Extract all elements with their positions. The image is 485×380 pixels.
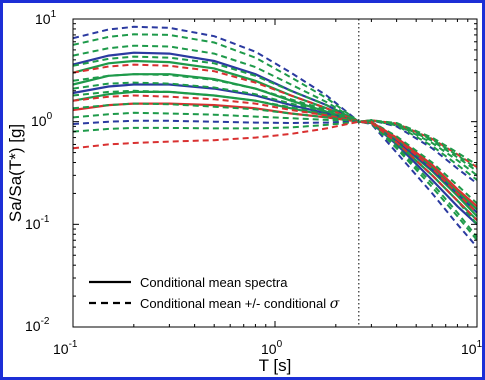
x-tick-label: 100 xyxy=(261,339,283,357)
sigma-spectrum-line-6 xyxy=(72,25,478,185)
legend-label-sigma-text: Conditional mean +/- conditional xyxy=(140,296,330,311)
series-layer xyxy=(72,25,478,248)
mean-spectrum-line-4 xyxy=(72,90,478,211)
y-tick-base: 10 xyxy=(35,11,51,27)
sigma-spectrum-line-19 xyxy=(72,120,478,221)
sigma-spectrum-line-8 xyxy=(72,44,478,177)
x-tick-label: 101 xyxy=(461,339,482,357)
y-tick-label: 101 xyxy=(35,9,57,27)
y-tick-exponent: 0 xyxy=(47,111,53,122)
sigma-spectrum-line-17 xyxy=(72,119,478,248)
svg-text:10-1: 10-1 xyxy=(25,214,50,232)
svg-text:10-2: 10-2 xyxy=(25,316,50,334)
x-axis-label: T [s] xyxy=(259,356,292,375)
y-tick-base: 10 xyxy=(25,216,41,232)
x-tick-base: 10 xyxy=(461,341,477,357)
x-tick-exponent: 0 xyxy=(277,339,283,350)
y-tick-exponent: -2 xyxy=(41,316,50,327)
sigma-spectrum-line-11 xyxy=(72,73,478,166)
legend-label-mean: Conditional mean spectra xyxy=(140,275,288,290)
svg-text:101: 101 xyxy=(35,9,57,27)
sigma-spectrum-line-18 xyxy=(72,120,478,241)
tick-layer xyxy=(73,19,477,327)
x-tick-base: 10 xyxy=(53,341,69,357)
svg-text:10-1: 10-1 xyxy=(53,339,78,357)
sigma-spectrum-line-7 xyxy=(72,33,478,181)
x-tick-label: 10-1 xyxy=(53,339,78,357)
x-tick-exponent: 1 xyxy=(477,339,482,350)
svg-text:100: 100 xyxy=(261,339,283,357)
plot-area xyxy=(73,19,477,327)
y-tick-base: 10 xyxy=(25,318,41,334)
svg-text:101: 101 xyxy=(461,339,482,357)
mean-spectrum-line-5 xyxy=(72,102,478,208)
y-tick-exponent: 1 xyxy=(51,9,57,20)
svg-text:100: 100 xyxy=(31,111,53,129)
x-tick-base: 10 xyxy=(261,341,277,357)
sigma-spectrum-line-12 xyxy=(72,81,478,170)
y-tick-label: 10-2 xyxy=(25,316,50,334)
y-tick-base: 10 xyxy=(31,113,47,129)
sigma-spectrum-line-9 xyxy=(72,55,478,172)
y-axis-label: Sa/Sa(T*) [g] xyxy=(6,124,25,222)
legend-label-sigma: Conditional mean +/- conditional σ xyxy=(140,296,340,312)
legend: Conditional mean spectra Conditional mea… xyxy=(89,275,340,312)
sigma-symbol: σ xyxy=(330,296,340,312)
y-tick-label: 10-1 xyxy=(25,214,50,232)
x-tick-exponent: -1 xyxy=(69,339,78,350)
y-tick-exponent: -1 xyxy=(41,214,50,225)
y-tick-label: 100 xyxy=(31,111,53,129)
chart: 10-1 100 101 10-2 10-1 100 101 T [s] Sa/… xyxy=(6,9,482,375)
